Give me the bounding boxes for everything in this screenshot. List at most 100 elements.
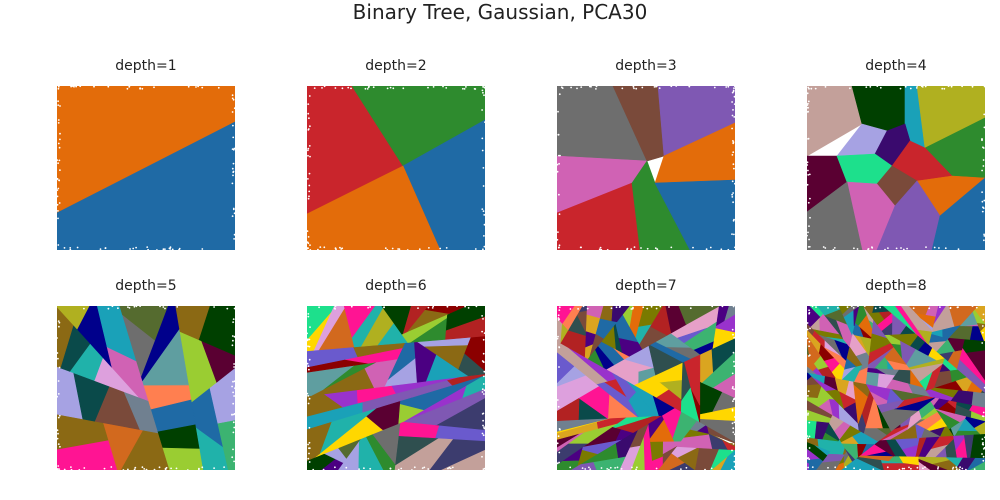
edge-point	[807, 169, 809, 172]
edge-point	[924, 466, 926, 468]
edge-point	[482, 424, 484, 427]
edge-point	[139, 87, 141, 90]
edge-point	[580, 86, 583, 88]
edge-point	[445, 87, 448, 89]
edge-point	[557, 399, 559, 401]
edge-point	[886, 466, 889, 469]
edge-point	[588, 466, 590, 469]
panel-depth-5: depth=5	[57, 278, 235, 470]
edge-point	[709, 246, 712, 249]
edge-point	[906, 247, 908, 250]
edge-point	[358, 468, 360, 470]
edge-point	[483, 94, 485, 97]
edge-point	[808, 87, 810, 90]
edge-point	[705, 248, 708, 250]
edge-point	[981, 210, 984, 213]
edge-point	[475, 306, 478, 308]
edge-point	[171, 248, 174, 250]
edge-point	[308, 358, 311, 361]
edge-point	[307, 332, 308, 335]
edge-point	[961, 467, 964, 470]
edge-point	[983, 386, 985, 389]
edge-point	[232, 136, 235, 139]
edge-point	[981, 342, 984, 344]
edge-point	[78, 469, 81, 470]
edge-point	[482, 352, 485, 355]
edge-point	[902, 248, 905, 250]
edge-point	[309, 155, 311, 158]
edge-point	[576, 87, 578, 90]
edge-point	[231, 167, 234, 170]
edge-point	[63, 468, 66, 470]
edge-point	[432, 86, 435, 88]
edge-point	[733, 388, 735, 390]
edge-point	[231, 182, 234, 185]
edge-point	[309, 249, 312, 250]
edge-point	[482, 338, 485, 341]
edge-point	[57, 104, 60, 106]
edge-point	[983, 235, 985, 237]
edge-point	[386, 87, 389, 90]
edge-point	[557, 319, 560, 321]
edge-point	[59, 445, 61, 448]
edge-point	[449, 467, 452, 470]
edge-point	[807, 231, 809, 234]
edge-point	[481, 315, 483, 317]
edge-point	[982, 448, 985, 450]
edge-point	[982, 207, 985, 209]
edge-point	[482, 468, 485, 470]
scatter-plot	[57, 86, 235, 250]
edge-point	[464, 306, 466, 308]
edge-point	[733, 95, 735, 98]
edge-point	[483, 245, 485, 248]
edge-point	[656, 248, 659, 250]
edge-point	[70, 466, 72, 468]
edge-point	[178, 249, 180, 250]
cluster-region	[957, 306, 979, 318]
edge-point	[732, 140, 734, 142]
edge-point	[411, 469, 413, 470]
edge-point	[233, 380, 235, 383]
edge-point	[598, 248, 601, 250]
edge-point	[631, 466, 633, 469]
edge-point	[833, 247, 836, 249]
edge-point	[732, 306, 735, 308]
panel-title: depth=5	[115, 278, 177, 294]
edge-point	[557, 314, 560, 317]
edge-point	[57, 443, 60, 445]
edge-point	[58, 366, 61, 369]
edge-point	[910, 467, 912, 470]
edge-point	[308, 95, 311, 97]
edge-point	[233, 107, 235, 110]
edge-point	[731, 409, 734, 412]
edge-point	[176, 306, 179, 308]
edge-point	[313, 87, 316, 89]
edge-point	[141, 466, 144, 469]
edge-point	[909, 87, 912, 90]
edge-point	[950, 86, 953, 88]
edge-point	[317, 248, 319, 250]
edge-point	[482, 210, 485, 212]
edge-point	[232, 421, 235, 424]
edge-point	[233, 238, 235, 240]
edge-point	[232, 391, 235, 394]
edge-point	[982, 313, 985, 316]
edge-point	[467, 307, 470, 309]
edge-point	[164, 248, 166, 250]
edge-point	[822, 246, 825, 248]
edge-point	[483, 86, 485, 89]
edge-point	[307, 338, 309, 341]
edge-point	[308, 441, 311, 444]
edge-point	[807, 414, 809, 416]
edge-point	[169, 248, 172, 250]
edge-point	[169, 246, 172, 249]
edge-point	[849, 87, 851, 90]
edge-point	[633, 87, 635, 90]
edge-point	[807, 395, 809, 397]
cluster-region	[948, 306, 968, 327]
edge-point	[807, 183, 809, 186]
edge-point	[981, 453, 983, 455]
edge-point	[482, 412, 485, 415]
edge-point	[231, 94, 234, 97]
edge-point	[808, 340, 811, 343]
